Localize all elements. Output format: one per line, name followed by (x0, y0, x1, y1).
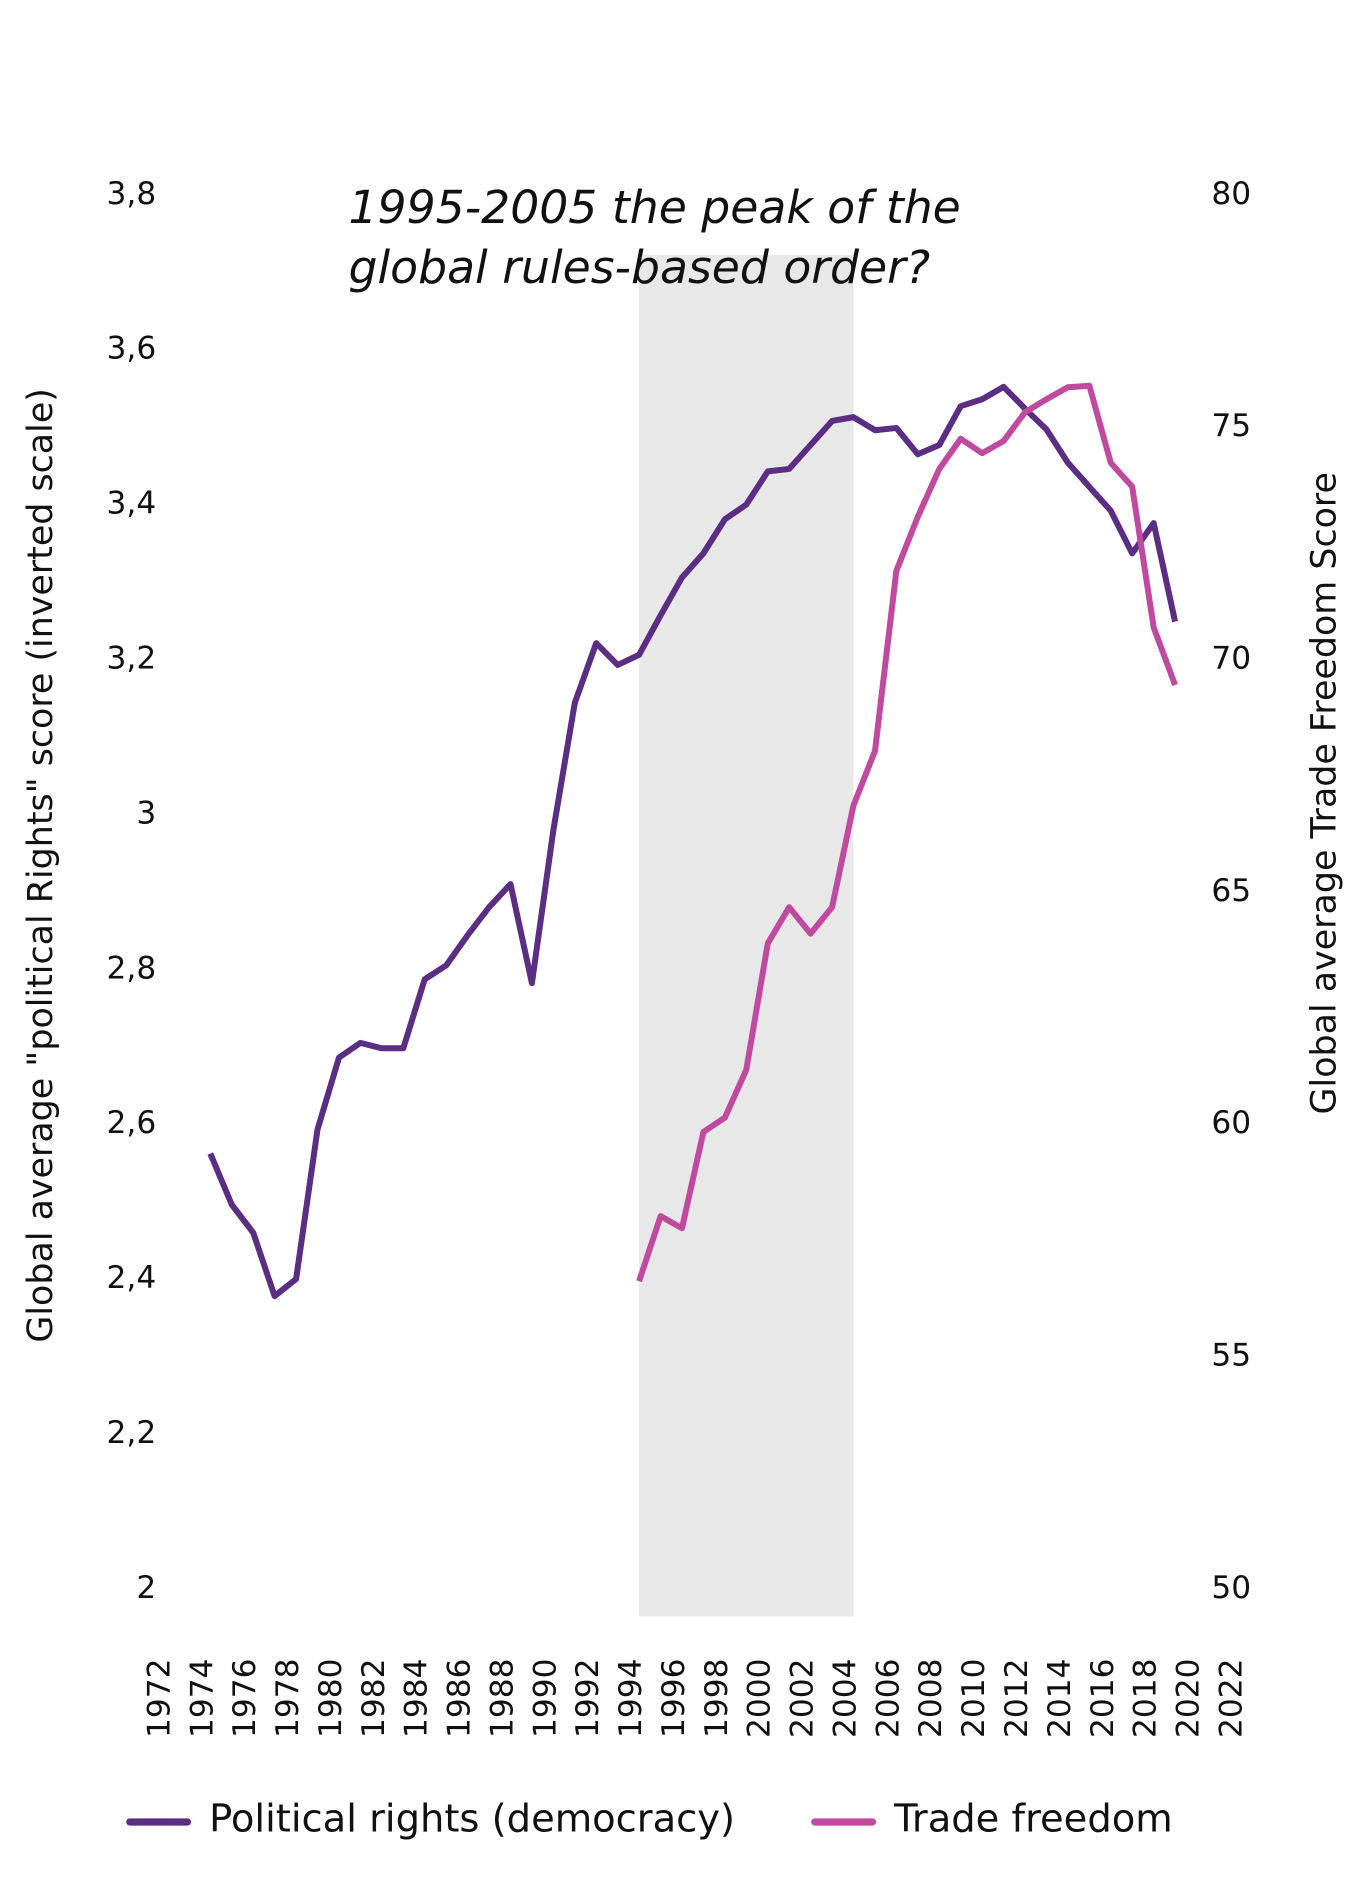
x-tick-label: 1996 (656, 1659, 692, 1739)
x-tick-label: 2002 (785, 1659, 821, 1739)
x-tick-label: 1994 (613, 1659, 649, 1739)
y-tick-label: 2 (136, 1570, 156, 1606)
y-tick-label: 2,6 (107, 1105, 157, 1141)
chart-title: 1995-2005 the peak of the (349, 181, 961, 234)
x-tick-label: 1978 (270, 1659, 306, 1739)
y-tick-label: 3,6 (107, 331, 157, 367)
x-tick-label: 1980 (313, 1659, 349, 1739)
y2-tick-label: 65 (1211, 873, 1251, 909)
y2-tick-label: 50 (1211, 1570, 1251, 1606)
x-tick-label: 2010 (956, 1659, 992, 1739)
y2-tick-label: 55 (1211, 1338, 1251, 1374)
x-tick-label: 1998 (699, 1659, 735, 1739)
y2-axis-title: Global average Trade Freedom Score (1305, 472, 1345, 1114)
y2-tick-label: 80 (1211, 176, 1251, 212)
x-tick-label: 2016 (1085, 1659, 1121, 1739)
x-tick-label: 2006 (870, 1659, 906, 1739)
y-tick-label: 3,2 (107, 640, 157, 676)
series-line (207, 383, 1179, 1300)
x-tick-label: 1984 (399, 1659, 435, 1739)
y2-tick-label: 75 (1211, 408, 1251, 444)
x-tick-label: 2014 (1042, 1659, 1078, 1739)
x-tick-label: 1972 (141, 1659, 177, 1739)
x-tick-label: 2012 (999, 1659, 1035, 1739)
x-tick-label: 2018 (1128, 1659, 1164, 1739)
y-tick-label: 2,4 (107, 1260, 157, 1296)
y-axis-title: Global average "political Rights" score … (21, 388, 61, 1343)
x-tick-label: 2000 (742, 1659, 778, 1739)
x-tick-label: 1976 (227, 1659, 263, 1739)
x-tick-label: 2008 (913, 1659, 949, 1739)
chart-title: global rules-based order? (349, 241, 931, 294)
x-tick-label: 1992 (570, 1659, 606, 1739)
y2-tick-label: 60 (1211, 1105, 1251, 1141)
y-tick-label: 2,2 (107, 1415, 157, 1451)
x-tick-label: 2004 (827, 1659, 863, 1739)
y-tick-label: 2,8 (107, 950, 157, 986)
x-tick-label: 1988 (484, 1659, 520, 1739)
legend-label: Political rights (democracy) (209, 1796, 735, 1841)
x-tick-label: 2020 (1171, 1659, 1207, 1739)
x-tick-label: 1974 (184, 1659, 220, 1739)
legend-label: Trade freedom (893, 1796, 1173, 1841)
y-tick-label: 3,4 (107, 486, 157, 522)
x-tick-label: 1986 (442, 1659, 478, 1739)
highlight-band (639, 254, 854, 1617)
y2-tick-label: 70 (1211, 640, 1251, 676)
series-line (636, 382, 1178, 1283)
y-tick-label: 3 (136, 795, 156, 831)
x-tick-label: 2022 (1213, 1659, 1249, 1739)
y-tick-label: 3,8 (107, 176, 157, 212)
x-tick-label: 1982 (356, 1659, 392, 1739)
x-tick-label: 1990 (527, 1659, 563, 1739)
